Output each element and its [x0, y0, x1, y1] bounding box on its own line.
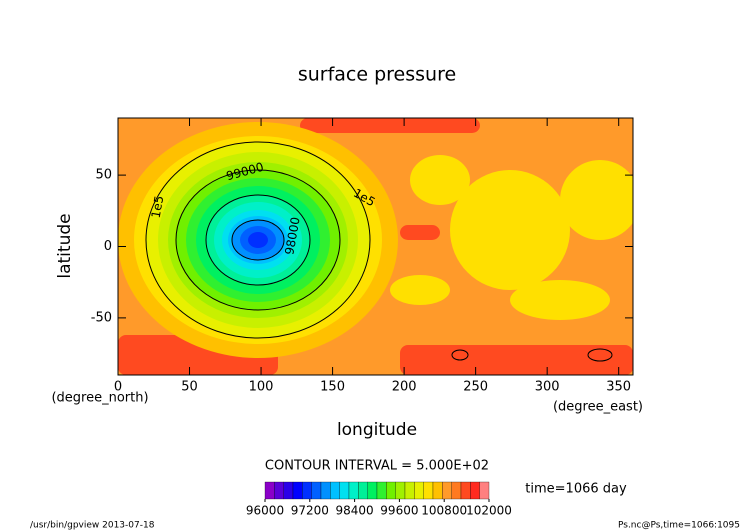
colorbar-cell	[395, 481, 406, 500]
colorbar-cell	[386, 481, 396, 500]
colorbar-cell	[404, 481, 415, 500]
contour-label: 98000	[282, 216, 302, 256]
contour-label: 1e5	[149, 195, 167, 220]
field-patch	[410, 155, 470, 205]
colorbar-tick-label: 96000	[246, 504, 284, 518]
x-tick-label: 100	[249, 380, 274, 395]
colorbar-cell	[376, 481, 387, 500]
x-tick-label: 250	[463, 380, 488, 395]
contour-interval: CONTOUR INTERVAL = 5.000E+02	[265, 459, 489, 474]
colorbar-cell	[432, 481, 443, 500]
colorbar-cell	[479, 481, 490, 500]
x-tick-label: 0	[114, 380, 122, 395]
colorbar-cell	[264, 481, 275, 500]
colorbar-cell	[320, 481, 331, 500]
time-label: time=1066 day	[525, 482, 627, 497]
x-tick-label: 150	[320, 380, 345, 395]
field-patch	[450, 170, 570, 290]
x-tick-label: 350	[606, 380, 631, 395]
colorbar-cell	[274, 481, 284, 500]
contour-field	[118, 118, 633, 375]
x-tick-label: 300	[535, 380, 560, 395]
field-patch	[300, 118, 480, 133]
colorbar-tick-label: 100800	[421, 504, 467, 518]
colorbar-cell	[470, 481, 480, 500]
colorbar-cell	[311, 481, 322, 500]
x-unit: (degree_east)	[553, 400, 643, 415]
contour-line	[205, 194, 311, 286]
y-tick-label: -50	[91, 310, 112, 325]
colorbar-tick-label: 99600	[380, 504, 418, 518]
field-level	[248, 232, 268, 248]
colorbar-cell	[330, 481, 340, 500]
colorbar-tick-label: 97200	[291, 504, 329, 518]
colorbar-cell	[367, 481, 378, 500]
colorbar-cell	[451, 481, 462, 500]
contour-lines	[145, 141, 613, 362]
field-patch	[510, 280, 610, 320]
chart-title: surface pressure	[298, 64, 456, 86]
field-patch	[390, 275, 450, 305]
colorbar-cell	[414, 481, 424, 500]
colorbar-cell	[302, 481, 312, 500]
x-axis-label: longitude	[337, 420, 417, 440]
colorbar-cell	[292, 481, 303, 500]
field-patch	[560, 360, 633, 375]
field-patch	[560, 160, 633, 240]
footer-right: Ps.nc@Ps,time=1066:1095	[618, 521, 740, 531]
contour-line	[231, 219, 285, 261]
field-patch	[400, 225, 440, 240]
colorbar-cell	[283, 481, 294, 500]
colorbar-tick-label: 102000	[466, 504, 512, 518]
colorbar-cell	[460, 481, 471, 500]
colorbar-cell	[348, 481, 359, 500]
y-unit: (degree_north)	[51, 391, 148, 406]
x-tick-label: 200	[392, 380, 417, 395]
colorbar-cell	[358, 481, 368, 500]
colorbar-cell	[442, 481, 452, 500]
y-tick-label: 0	[104, 239, 112, 254]
colorbar-cell	[423, 481, 434, 500]
y-axis-label: latitude	[55, 213, 75, 278]
x-tick-label: 50	[181, 380, 198, 395]
footer-left: /usr/bin/gpview 2013-07-18	[30, 521, 155, 531]
contour-line	[175, 169, 341, 311]
contour-line	[145, 141, 371, 339]
contour-line	[587, 348, 613, 362]
colorbar-cell	[339, 481, 350, 500]
contour-line	[451, 349, 469, 361]
y-tick-label: 50	[95, 168, 112, 183]
colorbar-tick-label: 98400	[336, 504, 374, 518]
